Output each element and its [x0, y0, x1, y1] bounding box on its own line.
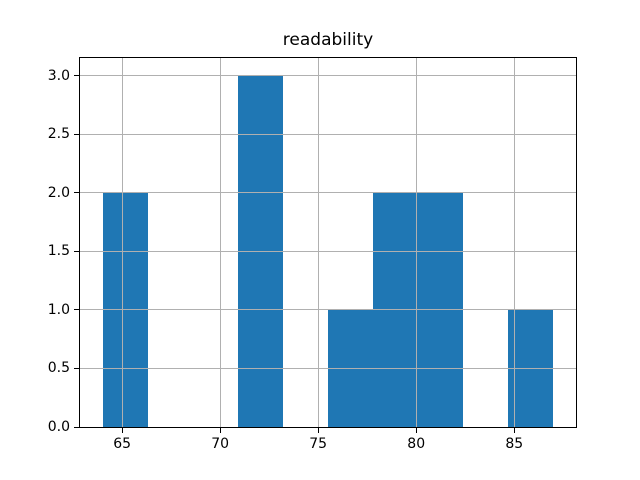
y-tick — [74, 133, 79, 135]
y-tick-label: 0.5 — [47, 360, 70, 377]
x-tick-label: 70 — [211, 436, 230, 452]
gridline-horizontal — [80, 192, 576, 194]
x-tick — [513, 428, 515, 433]
plot-area — [79, 57, 577, 428]
gridline-vertical — [513, 58, 515, 427]
y-tick — [74, 192, 79, 194]
y-tick — [74, 426, 79, 428]
gridline-vertical — [415, 58, 417, 427]
gridline-horizontal — [80, 133, 576, 135]
y-tick-label: 2.5 — [47, 126, 70, 143]
gridline-vertical — [317, 58, 319, 427]
gridline-horizontal — [80, 75, 576, 77]
x-tick — [219, 428, 221, 433]
gridline-horizontal — [80, 250, 576, 252]
gridline-vertical — [219, 58, 221, 427]
y-tick — [74, 367, 79, 369]
gridline-horizontal — [80, 309, 576, 311]
y-tick-label: 3.0 — [47, 67, 70, 84]
y-tick — [74, 75, 79, 77]
y-tick-label: 2.0 — [47, 184, 70, 201]
y-tick — [74, 309, 79, 311]
chart-title: readability — [282, 30, 374, 50]
x-tick-label: 75 — [309, 436, 328, 452]
x-tick — [415, 428, 417, 433]
x-tick — [121, 428, 123, 433]
x-tick-label: 80 — [407, 436, 426, 452]
gridline-horizontal — [80, 367, 576, 369]
y-tick-label: 1.5 — [47, 243, 70, 260]
y-tick-label: 0.0 — [47, 419, 70, 435]
x-tick — [317, 428, 319, 433]
x-tick-label: 85 — [505, 436, 524, 452]
x-tick-label: 65 — [113, 436, 132, 452]
y-tick-label: 1.0 — [47, 301, 70, 318]
gridline-vertical — [121, 58, 123, 427]
y-tick — [74, 250, 79, 252]
